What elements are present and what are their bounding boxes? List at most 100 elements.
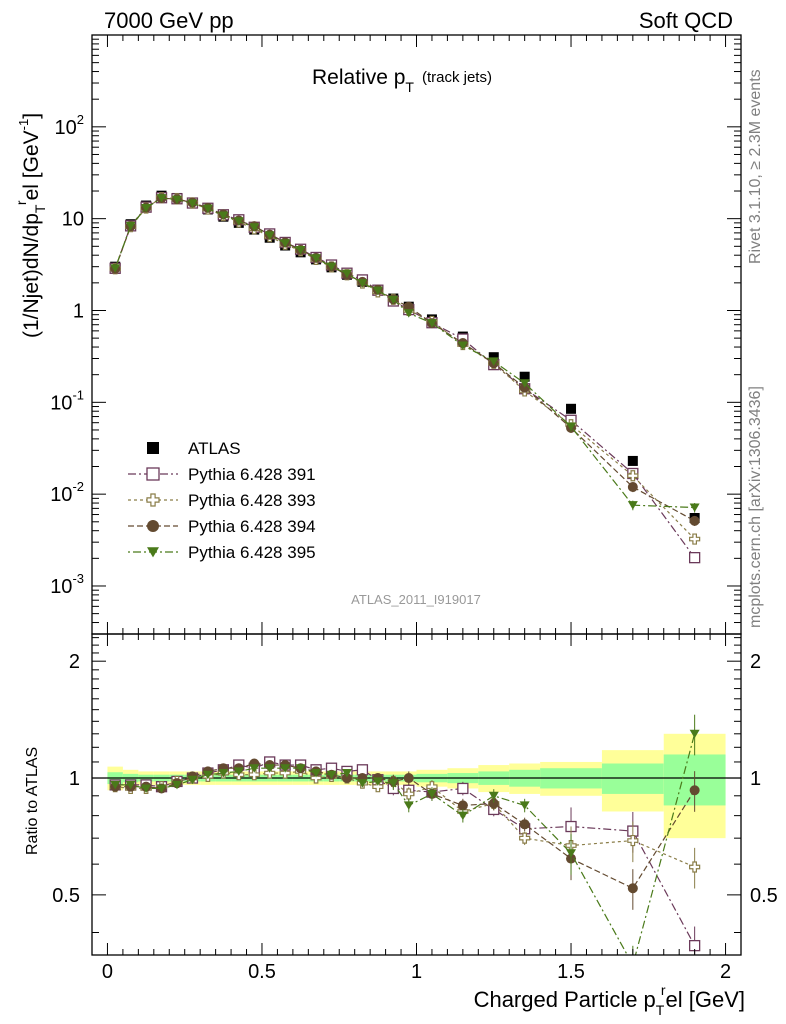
marker [457, 811, 468, 821]
x-tick-label: 1.5 [557, 961, 585, 983]
marker [519, 379, 530, 388]
marker [264, 764, 275, 773]
marker [125, 780, 136, 790]
marker [110, 780, 121, 790]
x-axis-label-tail: el [GeV] [666, 987, 745, 1012]
y-tick-label: 102 [55, 112, 84, 139]
y-tick-label-exp: -1 [72, 387, 84, 402]
marker [141, 784, 152, 793]
marker [146, 493, 160, 507]
marker [403, 309, 414, 318]
y-axis-label-sup: r [13, 200, 29, 205]
marker [156, 784, 167, 793]
marker [372, 286, 383, 296]
marker [341, 269, 352, 279]
marker [341, 773, 352, 784]
legend-label: Pythia 6.428 391 [188, 465, 316, 484]
marker [125, 221, 136, 231]
marker [627, 482, 638, 493]
marker [457, 800, 468, 811]
marker [488, 798, 499, 809]
x-tick-label: 0.5 [248, 961, 276, 983]
marker [388, 779, 399, 788]
plot-title-suffix: (track jets) [422, 69, 492, 86]
marker [233, 767, 244, 776]
side-label-mcplots: mcplots.cern.ch [arXiv:1306.3436] [747, 386, 764, 628]
plot-title-main: Relative p [312, 66, 405, 89]
marker [311, 254, 322, 263]
series-line [115, 762, 696, 890]
marker [688, 551, 701, 564]
marker [280, 239, 291, 248]
marker [171, 195, 182, 205]
ratio-y-tick-label-left: 0.5 [52, 885, 80, 907]
marker [403, 773, 414, 784]
ratio-y-tick-label-left: 2 [69, 651, 80, 673]
marker [689, 729, 700, 739]
y-tick-label-base: 10 [55, 117, 77, 139]
ratio-y-tick-label-right: 1 [750, 768, 761, 790]
marker [357, 279, 368, 288]
marker [279, 767, 291, 779]
marker [341, 769, 352, 778]
marker [311, 769, 322, 778]
marker [457, 341, 468, 350]
legend-label: Pythia 6.428 393 [188, 491, 316, 510]
marker [627, 470, 639, 482]
marker [426, 789, 437, 799]
marker [627, 501, 638, 510]
y-tick-label: 10-1 [50, 387, 84, 414]
analysis-label: ATLAS_2011_I919017 [351, 592, 481, 607]
x-axis-label-sup: r [661, 982, 666, 998]
y-tick-label-base: 10 [50, 576, 72, 598]
marker [689, 503, 700, 513]
marker [488, 791, 499, 801]
plot-title-sub: T [405, 79, 414, 95]
x-axis-label: Charged Particle pTrel [GeV] [474, 982, 745, 1018]
marker [519, 819, 530, 830]
ratio-y-tick-label-right: 2 [750, 651, 761, 673]
legend-label: ATLAS [188, 439, 241, 458]
y-axis-label-main: (1/Njet)dN/dp [20, 213, 43, 338]
marker [566, 849, 577, 858]
y-tick-label-base: 10 [62, 209, 84, 231]
marker [628, 961, 638, 970]
side-label-rivet: Rivet 3.1.10, ≥ 2.3M events [747, 69, 764, 264]
marker [147, 442, 159, 454]
marker [146, 467, 160, 481]
band-stat [601, 763, 664, 794]
marker [372, 781, 384, 793]
marker [310, 772, 322, 784]
y-axis-label-close: ] [20, 113, 43, 119]
series-line [114, 197, 696, 540]
marker [566, 403, 577, 414]
y-tick-label: 10 [62, 209, 84, 231]
ratio-y-axis-label: Ratio to ATLAS [24, 747, 41, 855]
x-axis-label-main: Charged Particle p [474, 987, 656, 1012]
marker [233, 217, 244, 226]
y-axis-label-tail: el [GeV [20, 130, 43, 200]
marker [689, 785, 700, 796]
marker [627, 883, 638, 894]
marker [519, 801, 530, 810]
marker [627, 834, 639, 847]
x-axis-label-sub: T [656, 1002, 665, 1018]
y-tick-label-base: 10 [50, 484, 72, 506]
marker [519, 371, 530, 382]
marker [202, 204, 213, 214]
x-tick-label: 1 [411, 961, 422, 983]
marker [264, 767, 276, 779]
marker [280, 764, 291, 773]
marker [187, 199, 198, 208]
legend: ATLAS Pythia 6.428 391 Pythia 6.428 393 Pyt… [128, 439, 316, 562]
marker [147, 520, 159, 532]
ratio-y-tick-label-right: 0.5 [750, 885, 778, 907]
marker [388, 295, 399, 305]
marker [689, 533, 701, 545]
y-tick-label: 10-2 [50, 479, 84, 506]
y-tick-label: 1 [73, 300, 84, 322]
y-tick-label-exp: 2 [77, 112, 84, 127]
y-tick-label-exp: -3 [72, 571, 84, 586]
marker [218, 211, 229, 221]
